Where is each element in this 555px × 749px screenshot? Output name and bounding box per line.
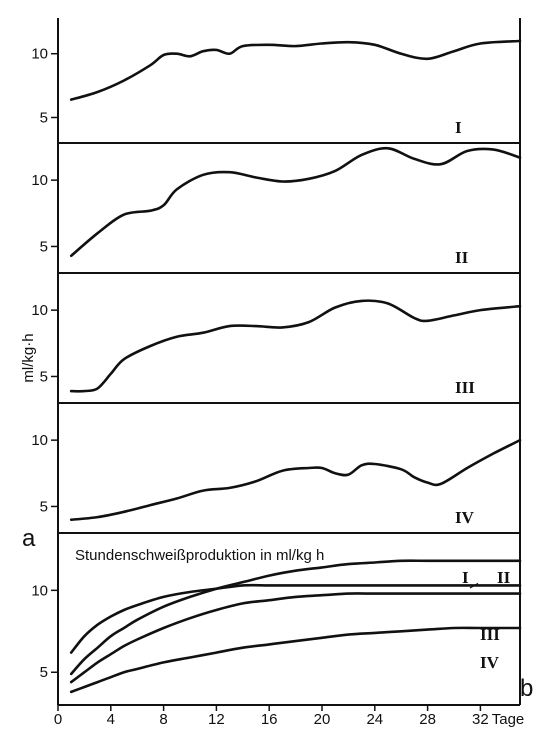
x-tick-label: 4 <box>107 711 115 728</box>
x-tick-label: 16 <box>261 711 278 728</box>
series-line-II <box>69 146 522 258</box>
y-tick-label: 5 <box>40 664 48 681</box>
x-tick-label: 28 <box>419 711 436 728</box>
summary-series-label-II: II <box>497 568 511 587</box>
summary-series-label-I: I <box>462 568 469 587</box>
summary-series-line-I <box>69 583 522 654</box>
panel-label-III: III <box>455 378 475 397</box>
series-line-IV <box>69 438 522 521</box>
y-axis-label: ml/kg·h <box>20 333 37 382</box>
y-tick-label: 10 <box>31 46 48 63</box>
panel-label-IV: IV <box>455 508 475 527</box>
y-tick-label: 10 <box>31 432 48 449</box>
y-tick-label: 5 <box>40 368 48 385</box>
x-tick-label: 12 <box>208 711 225 728</box>
summary-series-line-IV <box>69 626 522 694</box>
summary-series-label-III: III <box>480 625 500 644</box>
panel-label-I: I <box>455 118 462 137</box>
y-tick-label: 10 <box>31 302 48 319</box>
series-line-I <box>69 39 522 101</box>
summary-series-label-IV: IV <box>480 653 500 672</box>
x-tick-label: 24 <box>366 711 383 728</box>
x-tick-label: 0 <box>54 711 62 728</box>
y-tick-label: 5 <box>40 238 48 255</box>
y-tick-label: 10 <box>31 172 48 189</box>
x-tick-label: 32 <box>472 711 489 728</box>
x-tick-label: 20 <box>314 711 331 728</box>
summary-title: Stundenschweißproduktion in ml/kg h <box>75 547 324 564</box>
summary-series-line-III <box>69 592 522 684</box>
summary-series-line-II <box>69 559 522 676</box>
y-tick-label: 5 <box>40 498 48 515</box>
y-tick-label: 5 <box>40 109 48 126</box>
y-tick-label: 10 <box>31 582 48 599</box>
x-tick-label: 8 <box>159 711 167 728</box>
panel-letter-a: a <box>22 525 36 552</box>
series-line-III <box>69 299 522 393</box>
panel-label-II: II <box>455 248 469 267</box>
x-axis-unit: Tage <box>492 711 525 728</box>
panel-letter-b: b <box>520 675 533 702</box>
